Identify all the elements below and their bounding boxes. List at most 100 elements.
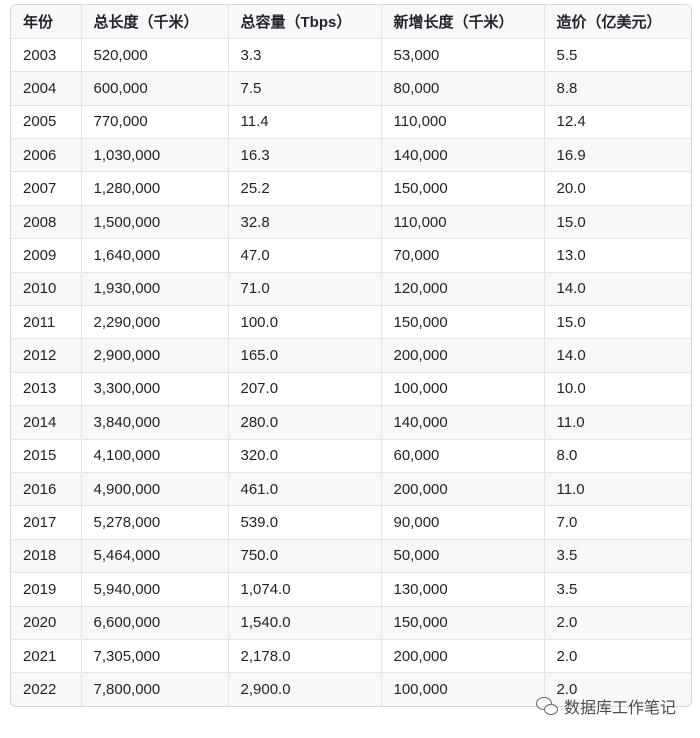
cell-cost: 13.0: [544, 238, 691, 273]
table-row: 2021 7,305,000 2,178.0 200,000 2.0: [11, 639, 691, 674]
cell-year: 2015: [11, 439, 82, 473]
table-row: 2014 3,840,000 280.0 140,000 11.0: [11, 405, 691, 440]
table-row: 2015 4,100,000 320.0 60,000 8.0: [11, 439, 691, 473]
cell-cost: 16.9: [544, 138, 691, 173]
cell-new-length: 200,000: [381, 338, 545, 373]
cell-new-length: 110,000: [381, 105, 545, 140]
cell-new-length: 200,000: [381, 472, 545, 507]
cell-year: 2008: [11, 205, 82, 240]
cell-total-length: 4,100,000: [81, 439, 229, 473]
cell-total-capacity: 1,540.0: [228, 606, 382, 640]
column-header-total-length: 总长度（千米）: [81, 5, 229, 39]
cell-total-capacity: 2,178.0: [228, 639, 382, 674]
cell-total-capacity: 280.0: [228, 405, 382, 440]
cell-new-length: 80,000: [381, 71, 545, 106]
column-header-total-capacity: 总容量（Tbps）: [228, 5, 382, 39]
cell-new-length: 100,000: [381, 672, 545, 707]
table-row: 2013 3,300,000 207.0 100,000 10.0: [11, 372, 691, 407]
table-row: 2005 770,000 11.4 110,000 12.4: [11, 105, 691, 140]
cell-total-length: 2,290,000: [81, 305, 229, 340]
cell-total-capacity: 47.0: [228, 238, 382, 273]
cell-year: 2009: [11, 238, 82, 273]
cell-year: 2007: [11, 171, 82, 206]
cell-total-capacity: 3.3: [228, 38, 382, 73]
cell-total-length: 1,500,000: [81, 205, 229, 240]
cell-cost: 2.0: [544, 672, 691, 707]
table-row: 2022 7,800,000 2,900.0 100,000 2.0: [11, 672, 691, 707]
cell-cost: 8.0: [544, 439, 691, 473]
cell-total-length: 520,000: [81, 38, 229, 73]
cell-year: 2020: [11, 606, 82, 640]
cell-total-length: 3,840,000: [81, 405, 229, 440]
cell-total-capacity: 1,074.0: [228, 572, 382, 607]
cell-new-length: 50,000: [381, 539, 545, 574]
cell-new-length: 70,000: [381, 238, 545, 273]
cell-year: 2022: [11, 672, 82, 707]
cell-total-length: 3,300,000: [81, 372, 229, 407]
header-row: 年份 总长度（千米） 总容量（Tbps） 新增长度（千米） 造价（亿美元）: [11, 5, 691, 39]
column-header-cost: 造价（亿美元）: [544, 5, 691, 39]
data-table-container: 年份 总长度（千米） 总容量（Tbps） 新增长度（千米） 造价（亿美元） 2003 52…: [10, 4, 692, 708]
cell-year: 2014: [11, 405, 82, 440]
table-row: 2019 5,940,000 1,074.0 130,000 3.5: [11, 572, 691, 607]
cell-total-capacity: 7.5: [228, 71, 382, 106]
cell-total-capacity: 100.0: [228, 305, 382, 340]
cell-total-capacity: 539.0: [228, 505, 382, 540]
table-row: 2007 1,280,000 25.2 150,000 20.0: [11, 171, 691, 206]
cell-total-capacity: 32.8: [228, 205, 382, 240]
table-header: 年份 总长度（千米） 总容量（Tbps） 新增长度（千米） 造价（亿美元）: [11, 5, 691, 39]
cell-year: 2006: [11, 138, 82, 173]
cell-total-length: 5,278,000: [81, 505, 229, 540]
cell-cost: 15.0: [544, 205, 691, 240]
cell-cost: 15.0: [544, 305, 691, 340]
table-row: 2020 6,600,000 1,540.0 150,000 2.0: [11, 606, 691, 640]
cell-total-length: 1,930,000: [81, 272, 229, 307]
cell-total-length: 1,640,000: [81, 238, 229, 273]
cell-total-length: 5,464,000: [81, 539, 229, 574]
cell-year: 2004: [11, 71, 82, 106]
cell-new-length: 140,000: [381, 138, 545, 173]
table-row: 2009 1,640,000 47.0 70,000 13.0: [11, 238, 691, 273]
cell-year: 2012: [11, 338, 82, 373]
cell-total-length: 7,305,000: [81, 639, 229, 674]
watermark-text: 数据库工作笔记: [563, 700, 676, 717]
cell-year: 2005: [11, 105, 82, 140]
cell-new-length: 120,000: [381, 272, 545, 307]
cell-year: 2010: [11, 272, 82, 307]
cell-cost: 5.5: [544, 38, 691, 73]
cell-total-length: 2,900,000: [81, 338, 229, 373]
cell-year: 2013: [11, 372, 82, 407]
data-table: 年份 总长度（千米） 总容量（Tbps） 新增长度（千米） 造价（亿美元） 2003 52…: [11, 5, 691, 707]
table-row: 2012 2,900,000 165.0 200,000 14.0: [11, 338, 691, 373]
table-row: 2010 1,930,000 71.0 120,000 14.0: [11, 272, 691, 307]
table-row: 2018 5,464,000 750.0 50,000 3.5: [11, 539, 691, 574]
table-row: 2008 1,500,000 32.8 110,000 15.0: [11, 205, 691, 240]
cell-new-length: 130,000: [381, 572, 545, 607]
cell-year: 2011: [11, 305, 82, 340]
cell-total-capacity: 2,900.0: [228, 672, 382, 707]
cell-year: 2017: [11, 505, 82, 540]
cell-cost: 8.8: [544, 71, 691, 106]
table-row: 2011 2,290,000 100.0 150,000 15.0: [11, 305, 691, 340]
cell-new-length: 140,000: [381, 405, 545, 440]
cell-cost: 3.5: [544, 572, 691, 607]
cell-total-capacity: 16.3: [228, 138, 382, 173]
cell-total-capacity: 461.0: [228, 472, 382, 507]
cell-year: 2021: [11, 639, 82, 674]
cell-total-length: 4,900,000: [81, 472, 229, 507]
cell-total-length: 1,030,000: [81, 138, 229, 173]
cell-year: 2016: [11, 472, 82, 507]
table-row: 2004 600,000 7.5 80,000 8.8: [11, 71, 691, 106]
cell-year: 2003: [11, 38, 82, 73]
cell-total-length: 5,940,000: [81, 572, 229, 607]
cell-total-length: 600,000: [81, 71, 229, 106]
cell-total-length: 770,000: [81, 105, 229, 140]
cell-cost: 2.0: [544, 639, 691, 674]
cell-cost: 14.0: [544, 338, 691, 373]
cell-new-length: 200,000: [381, 639, 545, 674]
column-header-year: 年份: [11, 5, 82, 39]
cell-total-capacity: 11.4: [228, 105, 382, 140]
cell-cost: 14.0: [544, 272, 691, 307]
cell-new-length: 150,000: [381, 171, 545, 206]
cell-total-capacity: 207.0: [228, 372, 382, 407]
